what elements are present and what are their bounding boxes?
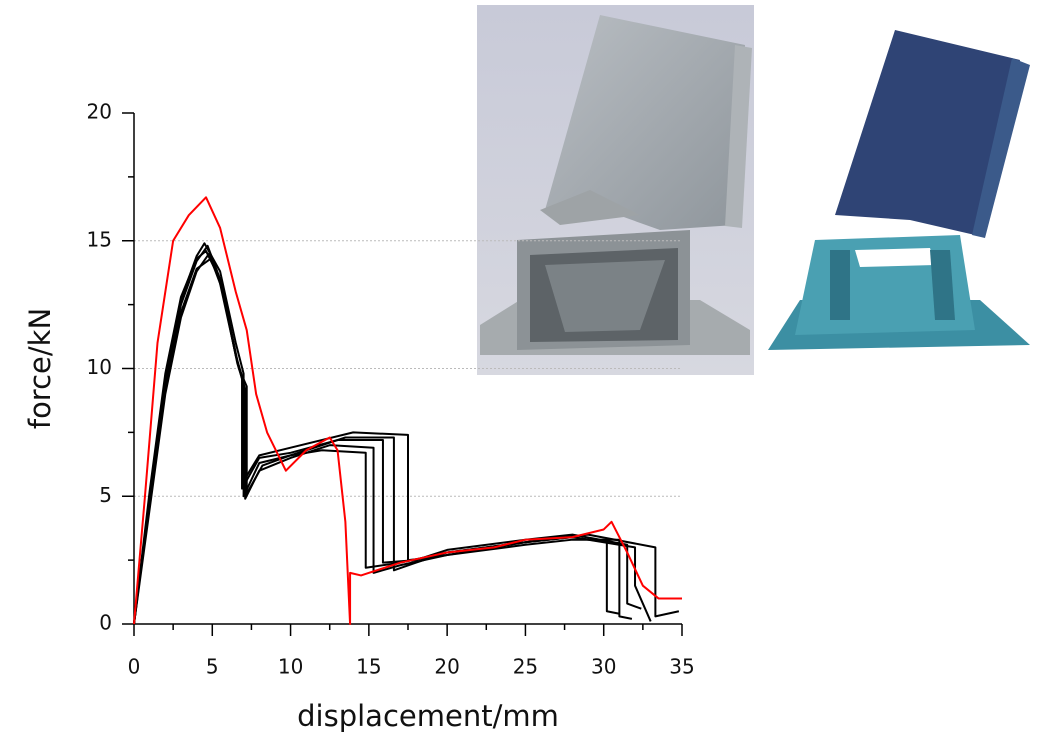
y-tick-label: 20	[87, 100, 112, 124]
x-tick-label: 15	[356, 655, 381, 679]
x-tick-label: 30	[591, 655, 616, 679]
y-tick-label: 15	[87, 227, 112, 251]
x-tick-label: 20	[434, 655, 459, 679]
x-tick-label: 0	[128, 655, 141, 679]
x-tick-label: 25	[513, 655, 538, 679]
x-tick-label: 35	[669, 655, 694, 679]
y-axis-label: force/kN	[23, 308, 57, 429]
x-tick-label: 5	[206, 655, 219, 679]
x-axis-label: displacement/mm	[297, 699, 559, 733]
figure: 0 5 10 15 20 0 5 10 15 20 25 30 35 displacement/mm for…	[0, 0, 1038, 736]
y-tick-label: 5	[99, 483, 112, 507]
specimen-photo	[477, 5, 754, 375]
fe-model	[768, 30, 1030, 350]
y-tick-label: 0	[99, 611, 112, 635]
y-tick-label: 10	[87, 355, 112, 379]
x-tick-label: 10	[278, 655, 303, 679]
